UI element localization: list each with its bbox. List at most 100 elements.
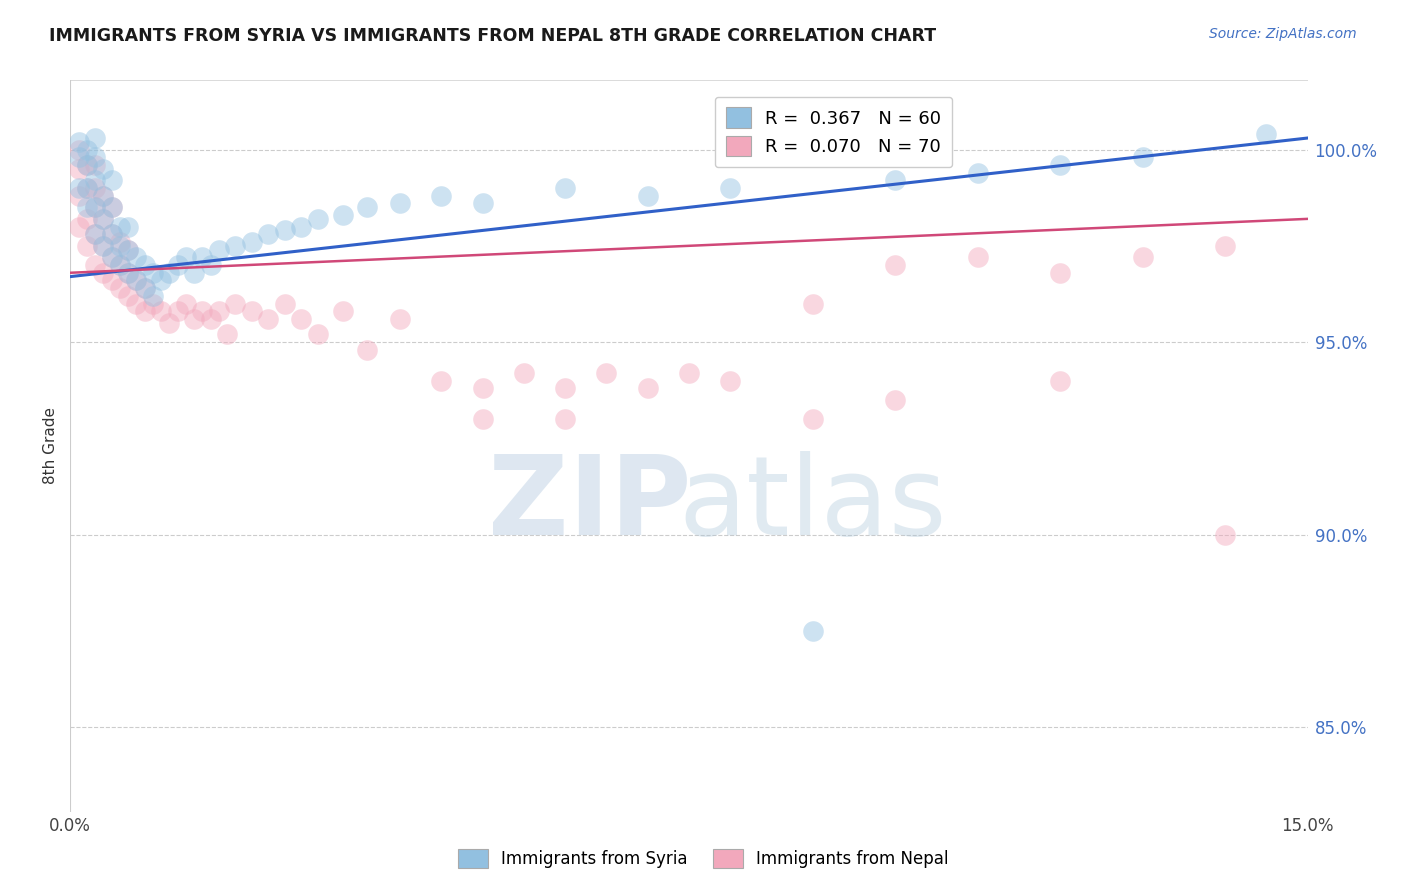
Legend: Immigrants from Syria, Immigrants from Nepal: Immigrants from Syria, Immigrants from N…: [451, 842, 955, 875]
Point: [1049, 374, 1071, 388]
Point: [108, 258, 131, 272]
Point: [117, 289, 139, 303]
Point: [884, 173, 907, 187]
Point: [513, 366, 536, 380]
Point: [174, 296, 197, 310]
Point: [100, 173, 122, 187]
Point: [117, 266, 139, 280]
Point: [84, 227, 107, 242]
Point: [76, 143, 98, 157]
Y-axis label: 8th Grade: 8th Grade: [44, 408, 59, 484]
Point: [91, 239, 114, 253]
Point: [1049, 158, 1071, 172]
Point: [356, 343, 378, 357]
Point: [84, 200, 107, 214]
Point: [67, 150, 90, 164]
Point: [91, 266, 114, 280]
Point: [884, 258, 907, 272]
Point: [290, 219, 312, 234]
Point: [117, 219, 139, 234]
Point: [84, 131, 107, 145]
Point: [240, 304, 263, 318]
Point: [430, 188, 453, 202]
Point: [150, 304, 173, 318]
Point: [332, 208, 354, 222]
Point: [1256, 127, 1278, 141]
Point: [76, 239, 98, 253]
Legend: R =  0.367   N = 60, R =  0.070   N = 70: R = 0.367 N = 60, R = 0.070 N = 70: [714, 96, 952, 167]
Point: [100, 200, 122, 214]
Point: [67, 143, 90, 157]
Point: [100, 251, 122, 265]
Point: [718, 181, 741, 195]
Point: [67, 161, 90, 176]
Point: [76, 211, 98, 226]
Point: [166, 304, 188, 318]
Point: [595, 366, 617, 380]
Point: [471, 196, 494, 211]
Point: [801, 296, 824, 310]
Point: [966, 251, 988, 265]
Text: IMMIGRANTS FROM SYRIA VS IMMIGRANTS FROM NEPAL 8TH GRADE CORRELATION CHART: IMMIGRANTS FROM SYRIA VS IMMIGRANTS FROM…: [49, 27, 936, 45]
Point: [801, 412, 824, 426]
Point: [84, 181, 107, 195]
Point: [67, 181, 90, 195]
Point: [224, 239, 246, 253]
Point: [84, 173, 107, 187]
Point: [108, 235, 131, 249]
Text: ZIP: ZIP: [488, 451, 692, 558]
Point: [307, 211, 329, 226]
Point: [240, 235, 263, 249]
Point: [91, 211, 114, 226]
Point: [67, 188, 90, 202]
Point: [430, 374, 453, 388]
Point: [1049, 266, 1071, 280]
Point: [84, 200, 107, 214]
Point: [257, 227, 280, 242]
Point: [67, 135, 90, 149]
Point: [91, 161, 114, 176]
Point: [117, 266, 139, 280]
Point: [100, 200, 122, 214]
Point: [134, 304, 156, 318]
Point: [91, 188, 114, 202]
Point: [91, 188, 114, 202]
Point: [157, 266, 180, 280]
Point: [966, 166, 988, 180]
Point: [76, 181, 98, 195]
Point: [718, 374, 741, 388]
Point: [257, 312, 280, 326]
Point: [1213, 527, 1236, 541]
Point: [125, 273, 148, 287]
Point: [76, 158, 98, 172]
Point: [215, 327, 238, 342]
Point: [108, 219, 131, 234]
Point: [554, 381, 576, 395]
Point: [108, 239, 131, 253]
Point: [76, 158, 98, 172]
Point: [307, 327, 329, 342]
Point: [150, 273, 173, 287]
Point: [91, 211, 114, 226]
Point: [471, 381, 494, 395]
Point: [142, 296, 165, 310]
Point: [1213, 239, 1236, 253]
Point: [84, 227, 107, 242]
Point: [91, 239, 114, 253]
Point: [76, 181, 98, 195]
Point: [125, 273, 148, 287]
Point: [191, 304, 214, 318]
Point: [224, 296, 246, 310]
Point: [200, 258, 222, 272]
Point: [134, 258, 156, 272]
Point: [389, 196, 412, 211]
Point: [84, 158, 107, 172]
Point: [1132, 251, 1154, 265]
Point: [332, 304, 354, 318]
Point: [183, 312, 205, 326]
Point: [174, 251, 197, 265]
Point: [108, 281, 131, 295]
Point: [142, 266, 165, 280]
Point: [100, 227, 122, 242]
Point: [125, 251, 148, 265]
